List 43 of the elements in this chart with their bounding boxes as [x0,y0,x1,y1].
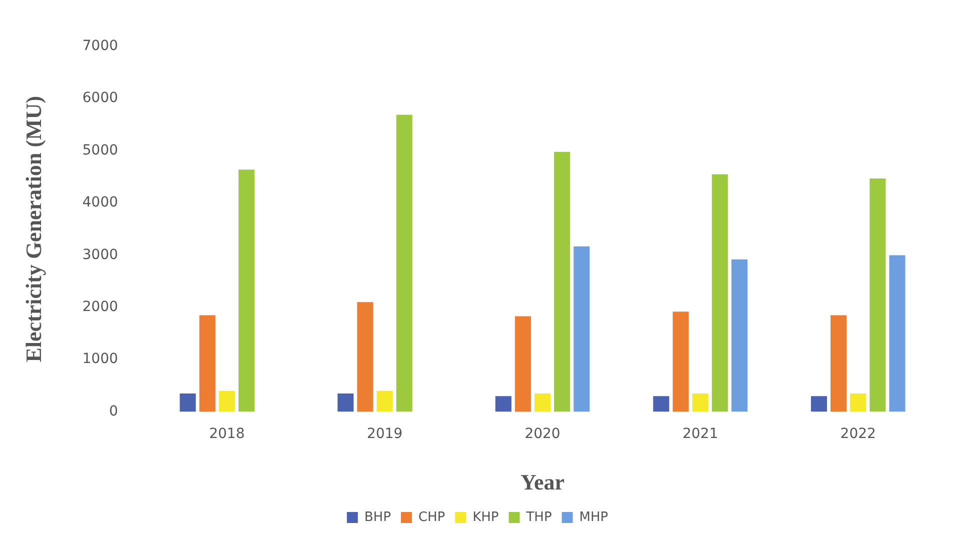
y-tick-label: 6000 [82,90,118,106]
bar [218,390,235,412]
x-tick-label: 2021 [682,426,718,442]
x-tick-label: 2019 [366,426,403,442]
y-tick-label: 7000 [82,38,118,54]
y-tick-label: 4000 [82,194,118,211]
legend-label: BHP [364,510,392,525]
bar [672,312,689,412]
bar [514,316,531,412]
bar [692,394,708,412]
legend-label: THP [525,510,552,525]
x-tick-label: 2022 [840,426,876,442]
legend-label: MHP [579,510,608,525]
bar [396,114,412,412]
legend-label: CHP [418,510,446,525]
bar [534,394,551,412]
y-tick-label: 5000 [82,142,118,158]
bar [712,174,728,412]
x-axis-title: Year [520,469,565,494]
y-tick-label: 3000 [82,246,118,263]
bar [889,255,906,412]
bar [238,170,255,412]
x-tick-label: 2020 [524,426,560,442]
bar [338,394,354,412]
bar [810,396,827,412]
legend-label: KHP [472,510,499,525]
bar [357,302,374,412]
bar [495,396,512,412]
bar [574,246,590,412]
bar [850,394,866,412]
y-tick-label: 2000 [82,299,118,316]
bar [830,315,847,412]
bar [870,178,886,412]
bar [554,152,570,412]
x-tick-label: 2018 [209,426,245,442]
bar [180,394,196,412]
y-tick-label: 0 [109,403,118,420]
bar [199,315,216,412]
bar [653,396,670,412]
y-axis-title: Electricity Generation (MU) [20,96,46,362]
y-tick-label: 1000 [82,351,118,368]
bar [731,259,748,412]
bar [376,390,393,412]
